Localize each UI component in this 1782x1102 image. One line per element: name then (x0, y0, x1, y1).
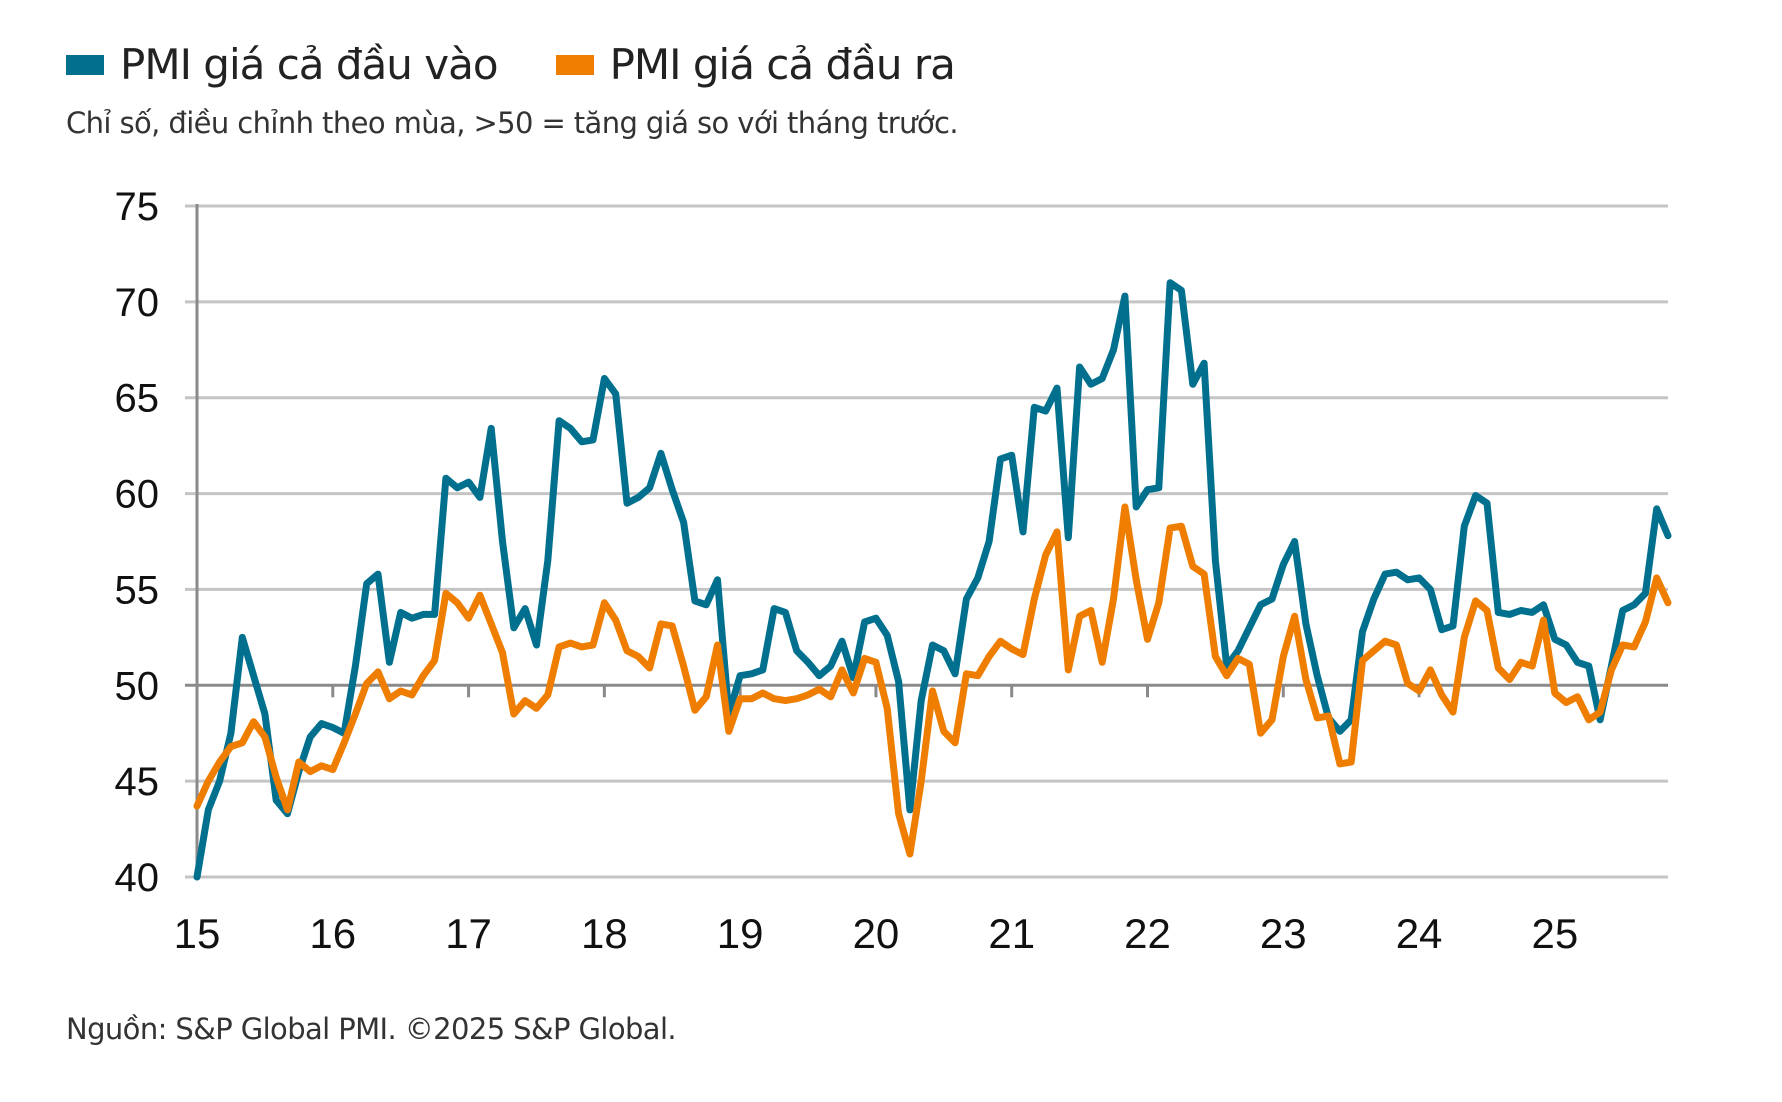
legend-swatch-output (555, 54, 594, 75)
source-footer: Nguồn: S&P Global PMI. ©2025 S&P Global. (66, 1012, 677, 1046)
y-tick-label: 40 (115, 856, 160, 900)
x-tick-label: 20 (853, 910, 900, 957)
series-line-input-prices (193, 279, 1672, 881)
y-tick-label: 55 (115, 568, 160, 612)
legend: PMI giá cả đầu vào PMI giá cả đầu ra (66, 40, 1013, 89)
x-tick-label: 23 (1260, 910, 1307, 957)
y-tick-label: 45 (115, 760, 160, 804)
x-tick-label: 21 (988, 910, 1035, 957)
y-tick-label: 75 (115, 185, 160, 229)
x-tick-label: 18 (581, 910, 628, 957)
x-tick-label: 17 (445, 910, 492, 957)
x-tick-label: 15 (174, 910, 221, 957)
legend-label-output: PMI giá cả đầu ra (609, 40, 956, 89)
chart-subtitle: Chỉ số, điều chỉnh theo mùa, >50 = tăng … (66, 106, 959, 140)
y-tick-label: 70 (115, 281, 160, 325)
y-tick-label: 50 (115, 664, 160, 708)
legend-swatch-input (66, 54, 104, 75)
x-tick-label: 24 (1396, 910, 1443, 957)
legend-item-output-prices: PMI giá cả đầu ra (555, 40, 956, 89)
legend-label-input: PMI giá cả đầu vào (120, 40, 499, 89)
y-tick-label: 60 (115, 473, 160, 517)
y-tick-label: 65 (115, 377, 160, 421)
x-tick-label: 16 (309, 910, 356, 957)
legend-item-input-prices: PMI giá cả đầu vào (66, 40, 499, 89)
x-tick-label: 25 (1531, 910, 1578, 957)
x-tick-label: 19 (717, 910, 764, 957)
x-tick-label: 22 (1124, 910, 1171, 957)
series-line-output-prices (193, 503, 1672, 858)
